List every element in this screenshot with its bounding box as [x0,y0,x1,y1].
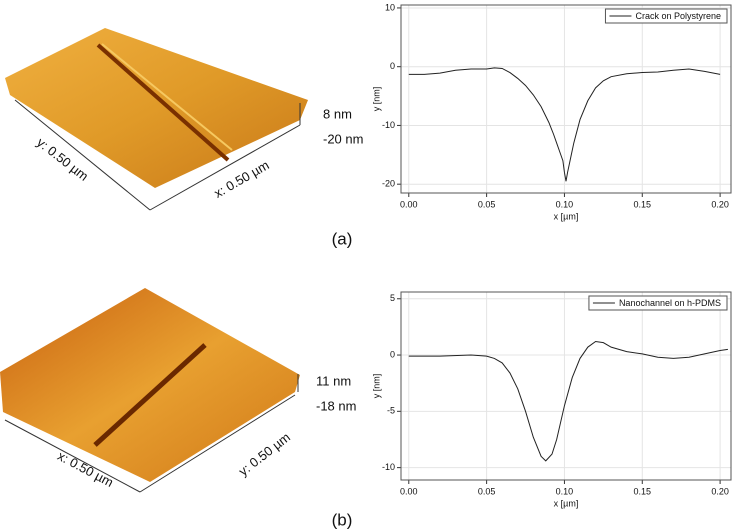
x-axis-label: x [µm] [554,211,579,221]
legend: Crack on Polystyrene [604,8,728,24]
y-tick-label: 0 [390,349,395,359]
legend-box [604,8,728,24]
afm-frame [14,99,151,211]
x-tick-label: 0.05 [478,199,496,209]
afm-zmax: 8 nm [323,106,352,121]
afm-zmax: 11 nm [316,373,351,388]
y-tick-label: 0 [390,61,395,71]
data-line [408,341,728,462]
afm-crack [96,43,230,162]
afm-crack [93,343,207,447]
y-tick-label: -20 [382,179,395,189]
panel-label: (a) [332,229,353,248]
afm-surface [5,28,308,188]
plot-frame [400,4,732,194]
afm-image: 11 nm -18 nm x: 0.50 µm y: 0.50 µm (b) [0,288,356,529]
x-tick-label: 0.20 [711,199,729,209]
y-tick-label: 5 [390,293,395,303]
y-tick-label: -5 [387,406,395,416]
y-axis-label: y [nm] [371,87,381,112]
chart: 0.00 0.05 0.10 0.15 0.20 -20 -10 0 10 x [µm] y [nm… [371,2,732,221]
y-tick-label: -10 [382,120,395,130]
afm-image: 8 nm -20 nm y: 0.50 µm x: 0.50 µm (a) [5,28,363,248]
y-tick-label: 10 [385,2,395,12]
afm-frame [139,394,296,493]
afm-frame [4,419,141,493]
afm-axis-label: y: 0.50 µm [34,134,91,183]
afm-axis-label: x: 0.50 µm [211,157,271,200]
afm-zmin: -18 nm [316,398,356,413]
x-tick-label: 0.20 [711,486,729,496]
chart: 0.00 0.05 0.10 0.15 0.20 -10 -5 0 5 x [µm] y [nm] N… [371,291,732,508]
afm-surface [0,288,300,482]
x-tick-label: 0.10 [556,486,574,496]
afm-zmin: -20 nm [323,131,363,146]
panel-label: (b) [332,510,353,529]
x-tick-label: 0.05 [478,486,496,496]
legend: Nanochannel on h-PDMS [588,295,728,311]
afm-axis-label: y: 0.50 µm [236,429,293,478]
afm-frame [149,124,301,211]
data-line [408,67,721,182]
legend-label: Crack on Polystyrene [635,11,721,21]
x-tick-label: 0.15 [634,486,652,496]
x-tick-label: 0.10 [556,199,574,209]
x-axis-label: x [µm] [554,498,579,508]
legend-label: Nanochannel on h-PDMS [619,298,721,308]
x-tick-label: 0.00 [400,486,418,496]
x-tick-label: 0.00 [400,199,418,209]
afm-ridge [101,43,233,151]
y-axis-label: y [nm] [371,374,381,399]
plot-frame [400,291,732,481]
y-tick-label: -10 [382,462,395,472]
legend-box [588,295,728,311]
x-tick-label: 0.15 [634,199,652,209]
